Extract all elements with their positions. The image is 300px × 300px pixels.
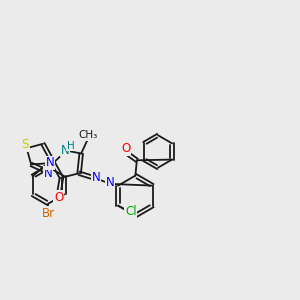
Text: N: N: [61, 143, 69, 157]
Text: S: S: [22, 138, 29, 151]
Text: Cl: Cl: [125, 205, 136, 218]
Text: O: O: [54, 191, 63, 204]
Text: H: H: [67, 141, 74, 151]
Text: N: N: [46, 157, 55, 169]
Text: N: N: [106, 176, 115, 189]
Text: CH₃: CH₃: [79, 130, 98, 140]
Text: O: O: [121, 142, 130, 155]
Text: Br: Br: [42, 206, 55, 220]
Text: N: N: [44, 167, 52, 180]
Text: N: N: [92, 171, 100, 184]
